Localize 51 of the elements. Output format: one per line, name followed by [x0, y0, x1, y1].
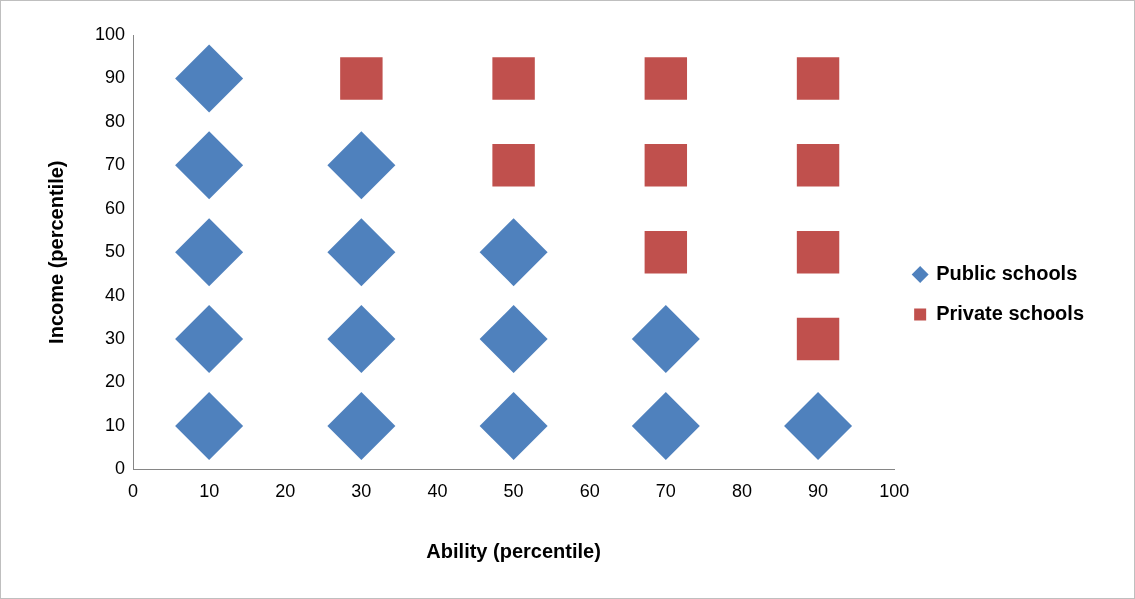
point [479, 305, 548, 374]
y-tick-label: 100 [94, 23, 126, 44]
point [796, 230, 840, 274]
point [784, 391, 853, 460]
x-tick-label: 100 [879, 481, 910, 502]
x-tick-label: 70 [655, 481, 676, 502]
point [327, 391, 396, 460]
point [644, 230, 688, 274]
x-tick-label: 20 [275, 481, 296, 502]
point [175, 131, 244, 200]
point [492, 57, 535, 100]
y-tick-label: 90 [105, 67, 126, 88]
x-tick-label: 10 [199, 481, 220, 502]
x-tick-label: 80 [731, 481, 752, 502]
point [340, 57, 383, 100]
x-tick-label: 40 [427, 481, 448, 502]
legend-label: Private schools [936, 302, 1084, 325]
x-tick-label: 50 [503, 481, 524, 502]
x-tick-label: 30 [351, 481, 372, 502]
y-tick-label: 80 [105, 110, 126, 131]
point [327, 218, 396, 287]
point [631, 391, 700, 460]
point [479, 218, 548, 287]
point [175, 391, 244, 460]
point [479, 391, 548, 460]
point [796, 144, 840, 187]
point [492, 144, 535, 187]
y-tick-label: 10 [105, 414, 126, 435]
point [175, 218, 244, 287]
legend-label: Public schools [936, 262, 1078, 285]
y-tick-label: 30 [105, 328, 126, 349]
x-tick-label: 90 [808, 481, 829, 502]
y-tick-label: 70 [105, 154, 126, 175]
y-tick-label: 0 [115, 458, 126, 479]
y-tick-label: 40 [105, 284, 126, 305]
y-tick-label: 20 [105, 371, 126, 392]
point [644, 57, 688, 100]
point [796, 317, 840, 361]
x-tick-label: 0 [128, 481, 139, 502]
point [796, 57, 840, 100]
point [175, 44, 244, 113]
y-tick-label: 50 [105, 241, 126, 262]
x-tick-label: 60 [579, 481, 600, 502]
x-axis-title: Ability (percentile) [426, 539, 601, 562]
point [175, 305, 244, 374]
point [631, 305, 700, 374]
y-axis-title: Income (percentile) [44, 160, 67, 344]
point [327, 305, 396, 374]
point [644, 144, 688, 187]
point [327, 131, 396, 200]
y-tick-label: 60 [105, 197, 126, 218]
